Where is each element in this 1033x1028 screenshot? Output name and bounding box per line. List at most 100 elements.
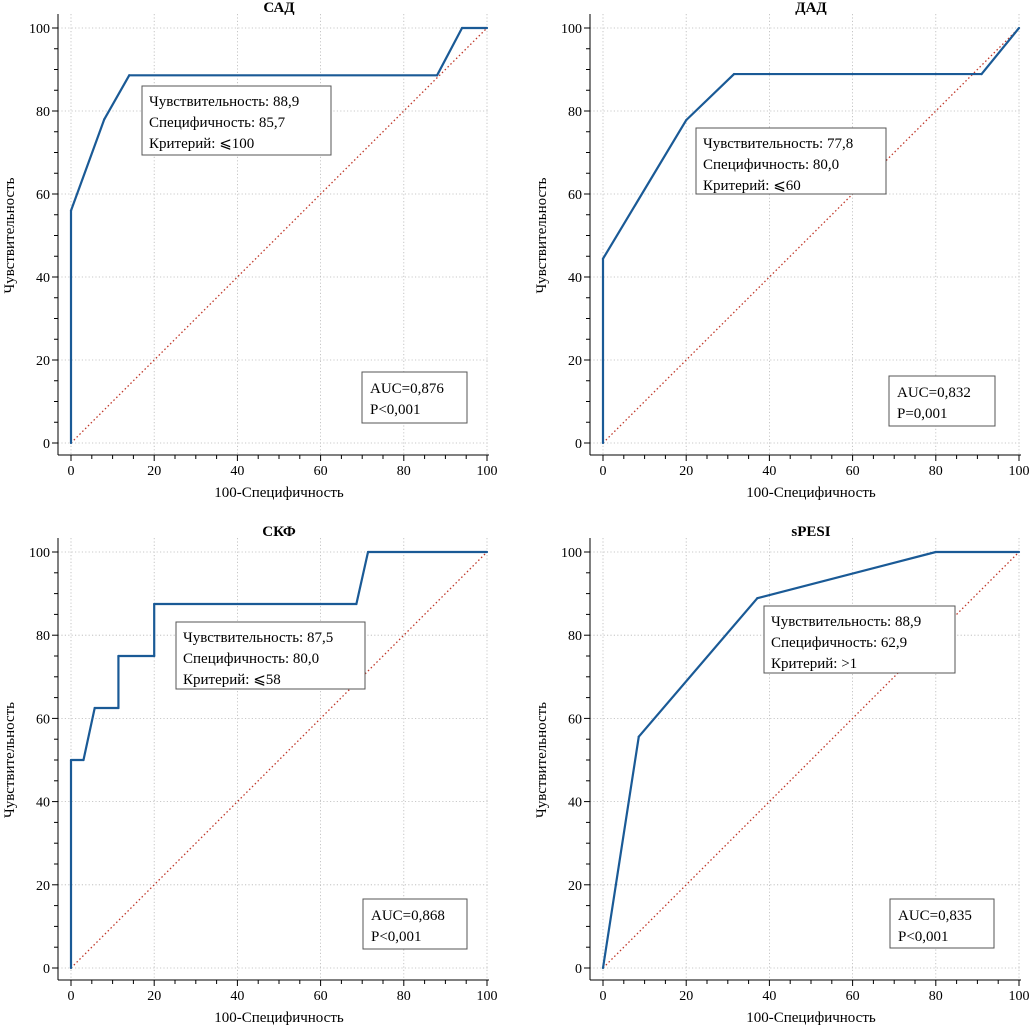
x-tick-label: 80 [397,989,411,1004]
y-tick-label: 80 [568,105,582,120]
y-axis-label: Чувствительность [534,702,550,818]
chart-title: sPESI [791,524,830,540]
stats-line: Критерий: ⩽58 [183,672,281,688]
x-tick-label: 20 [147,989,161,1004]
stats-line: Чувствительность: 88,9 [771,614,921,630]
x-tick-label: 60 [314,989,328,1004]
y-axis-label: Чувствительность [534,177,550,293]
roc-panel-4: 0 20 40 60 80 100 0 20 40 60 80 100 Чувствительность… [534,524,1030,1026]
x-tick-label: 40 [762,989,776,1004]
chart-title: САД [263,0,295,16]
stats-line: Специфичность: 80,0 [703,157,839,173]
stats-line: Специфичность: 80,0 [183,651,319,667]
y-tick-label: 100 [29,22,50,37]
auc-box [889,898,995,949]
roc-curve-segment [980,26,1021,76]
x-tick-label: 80 [397,464,411,479]
x-tick-label: 0 [600,464,607,479]
stats-line: Чувствительность: 88,9 [149,94,299,110]
x-tick-label: 80 [929,989,943,1004]
x-tick-label: 100 [477,989,498,1004]
x-tick-label: 20 [679,989,693,1004]
x-tick-label: 0 [68,989,75,1004]
auc-box [888,375,996,427]
auc-line: AUC=0,832 [897,385,971,401]
y-tick-label: 40 [36,271,50,286]
roc-curve-segment [601,735,640,970]
stats-box [695,127,887,195]
x-tick-label: 100 [1009,989,1030,1004]
y-tick-label: 20 [568,354,582,369]
roc-curve-segment [435,26,464,77]
x-tick-label: 80 [929,464,943,479]
x-tick-label: 60 [846,464,860,479]
auc-line: P<0,001 [371,929,422,945]
y-tick-label: 40 [36,796,50,811]
y-tick-label: 40 [568,796,582,811]
x-tick-label: 0 [600,989,607,1004]
x-tick-label: 20 [147,464,161,479]
y-axis-label: Чувствительность [2,702,18,818]
stats-line: Специфичность: 85,7 [149,115,286,131]
x-axis-label: 100-Специфичность [746,1010,876,1026]
x-tick-label: 0 [68,464,75,479]
y-tick-label: 80 [36,629,50,644]
roc-curve-segment [355,550,370,606]
y-tick-label: 60 [568,712,582,727]
roc-panel-3: 0 20 40 60 80 100 0 20 40 60 80 100 Чувствительность… [2,524,498,1026]
chart-title: ДАД [795,0,827,16]
y-tick-label: 20 [568,879,582,894]
roc-panel-2: 0 20 40 60 80 100 0 20 40 60 80 100 Чувствительность… [534,0,1030,501]
roc-curve-segment [685,72,736,122]
auc-box [362,898,468,950]
roc-curve-segment [601,119,688,260]
stats-line: Чувствительность: 87,5 [183,630,333,646]
y-tick-label: 80 [36,105,50,120]
stats-line: Критерий: ⩽60 [703,178,801,194]
y-tick-label: 20 [36,879,50,894]
y-tick-label: 0 [575,437,582,452]
auc-line: P=0,001 [897,406,948,422]
auc-line: AUC=0,835 [898,908,972,924]
x-axis-label: 100-Специфичность [214,1010,344,1026]
y-tick-label: 60 [36,712,50,727]
y-tick-label: 80 [568,629,582,644]
y-tick-label: 100 [29,546,50,561]
roc-panel-1: 0 20 40 60 80 100 0 20 40 60 80 100 Чувствительность… [2,0,498,501]
stats-line: Критерий: ⩽100 [149,136,254,152]
x-axis-label: 100-Специфичность [214,485,344,501]
x-tick-label: 100 [1009,464,1030,479]
x-axis-label: 100-Специфичность [746,485,876,501]
x-tick-label: 60 [846,989,860,1004]
x-tick-label: 100 [477,464,498,479]
y-tick-label: 100 [561,546,582,561]
x-tick-label: 60 [314,464,328,479]
x-tick-label: 40 [230,989,244,1004]
auc-line: P<0,001 [898,929,949,945]
stats-line: Специфичность: 62,9 [771,635,907,651]
y-tick-label: 0 [575,962,582,977]
chart-title: СКФ [262,524,296,540]
stats-box [141,85,332,156]
y-tick-label: 40 [568,271,582,286]
auc-line: P<0,001 [370,402,421,418]
y-tick-label: 0 [43,962,50,977]
y-tick-label: 100 [561,22,582,37]
roc-curve-segment [82,706,96,762]
stats-box [763,605,956,674]
x-tick-label: 40 [230,464,244,479]
y-tick-label: 20 [36,354,50,369]
roc-curve-segment [756,550,937,600]
auc-box [361,371,468,424]
auc-line: AUC=0,868 [371,908,445,924]
x-tick-label: 40 [762,464,776,479]
auc-line: AUC=0,876 [370,381,444,397]
stats-line: Критерий: >1 [771,656,857,672]
roc-curve-segment [103,74,131,121]
roc-curve-segment [637,597,759,738]
roc-curve-segment [69,118,106,212]
y-tick-label: 60 [568,188,582,203]
stats-line: Чувствительность: 77,8 [703,136,853,152]
y-tick-label: 60 [36,188,50,203]
